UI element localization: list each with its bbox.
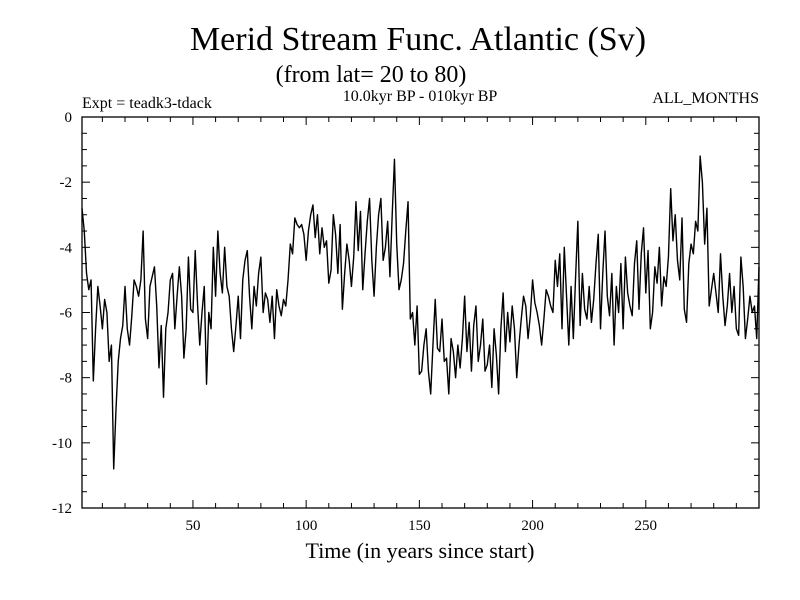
x-tick-labels: 50 100 150 200 250 bbox=[185, 518, 657, 534]
experiment-label: Expt = teadk3-tdack bbox=[82, 95, 212, 112]
y-tick-label: -6 bbox=[60, 306, 73, 322]
x-tick-label: 200 bbox=[521, 518, 544, 534]
x-axis-label: Time (in years since start) bbox=[306, 538, 535, 563]
x-tick-label: 50 bbox=[185, 518, 200, 534]
chart-subtitle: (from lat= 20 to 80) bbox=[276, 62, 467, 88]
y-tick-label: 0 bbox=[65, 110, 73, 126]
axis-ticks bbox=[82, 116, 760, 509]
y-tick-label: -8 bbox=[60, 371, 73, 387]
series-line bbox=[81, 155, 760, 470]
x-tick-label: 100 bbox=[295, 518, 318, 534]
y-tick-labels: 0 -2 -4 -6 -8 -10 -12 bbox=[52, 110, 72, 517]
y-tick-label: -2 bbox=[60, 175, 73, 191]
x-tick-label: 150 bbox=[408, 518, 431, 534]
period-label: 10.0kyr BP - 010kyr BP bbox=[343, 88, 498, 105]
months-label: ALL_MONTHS bbox=[652, 90, 759, 107]
plot-frame bbox=[81, 116, 760, 509]
y-tick-label: -4 bbox=[60, 240, 73, 256]
y-tick-label: -10 bbox=[52, 436, 72, 452]
y-tick-label: -12 bbox=[52, 501, 72, 517]
chart-title: Merid Stream Func. Atlantic (Sv) bbox=[190, 21, 646, 58]
x-tick-label: 250 bbox=[635, 518, 658, 534]
